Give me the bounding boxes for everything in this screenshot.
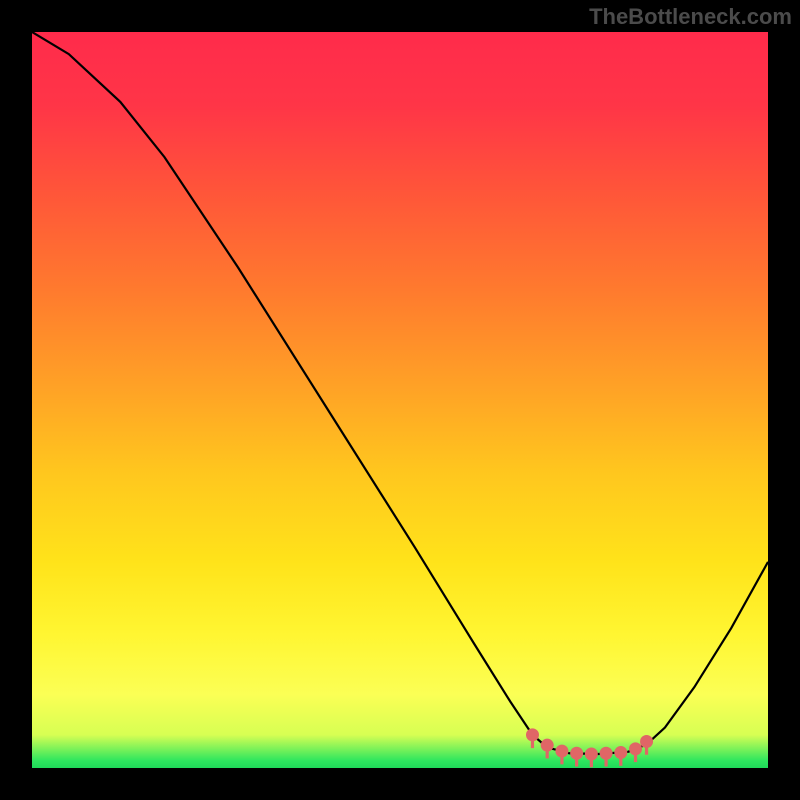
marker-dot — [541, 739, 554, 752]
marker-dot — [585, 748, 598, 761]
background-gradient — [32, 32, 768, 768]
marker-dot — [629, 742, 642, 755]
watermark-text: TheBottleneck.com — [589, 4, 792, 30]
marker-dot — [614, 746, 627, 759]
marker-dot — [570, 747, 583, 760]
marker-dot — [526, 728, 539, 741]
plot-area — [32, 32, 768, 768]
chart-container: TheBottleneck.com — [0, 0, 800, 800]
marker-dot — [640, 735, 653, 748]
chart-svg — [32, 32, 768, 768]
marker-dot — [600, 747, 613, 760]
marker-dot — [555, 745, 568, 758]
